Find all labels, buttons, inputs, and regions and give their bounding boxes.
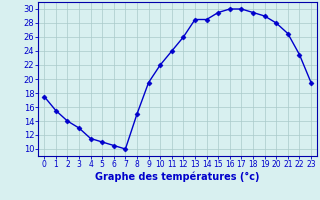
X-axis label: Graphe des températures (°c): Graphe des températures (°c) (95, 172, 260, 182)
